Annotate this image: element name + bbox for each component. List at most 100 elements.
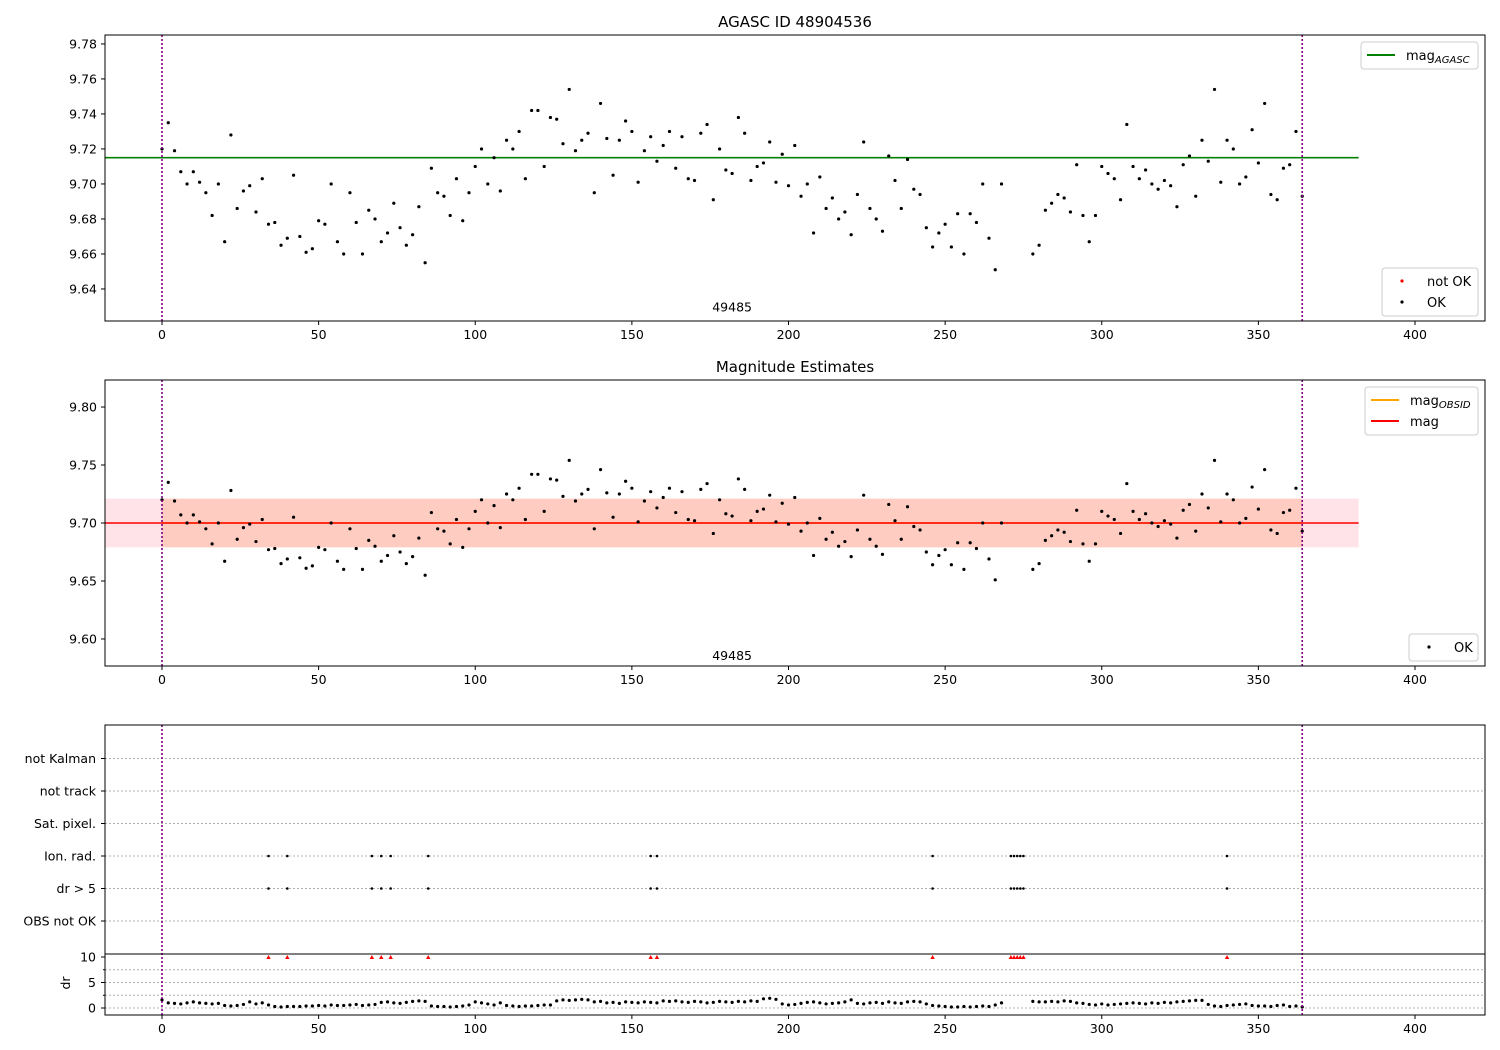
flag-category-label: Ion. rad. — [44, 849, 96, 864]
flag-point — [1019, 887, 1022, 890]
ok-data-point — [1037, 243, 1041, 247]
flag-category-label: not Kalman — [25, 751, 96, 766]
dr-data-point — [191, 1000, 195, 1004]
ok-data-point — [786, 184, 791, 188]
ok-data-point — [530, 108, 534, 113]
ok-data-point — [811, 231, 816, 235]
ok-data-point — [1175, 536, 1179, 540]
dr-data-point — [717, 999, 722, 1003]
ok-data-point — [166, 480, 170, 485]
dr-data-point — [573, 998, 578, 1002]
dr-data-point — [166, 1001, 170, 1005]
dr-data-point — [1275, 1003, 1279, 1008]
ok-data-point — [229, 133, 233, 137]
ok-data-point — [1269, 192, 1273, 197]
dr-clipped-marker — [369, 955, 375, 959]
ok-data-point — [987, 236, 991, 240]
ok-data-point — [824, 537, 828, 541]
dr-clipped-marker — [266, 955, 271, 959]
ok-data-point — [310, 564, 314, 568]
ok-data-point — [204, 191, 208, 195]
ok-data-point — [667, 486, 672, 490]
dr-data-point — [855, 1001, 860, 1006]
dr-clipped-marker — [1014, 955, 1020, 959]
ok-data-point — [705, 122, 709, 127]
ok-data-point — [379, 559, 383, 563]
ok-data-point — [730, 514, 734, 518]
ok-data-point — [573, 149, 578, 153]
ok-data-point — [254, 210, 258, 214]
x-tick-label: 350 — [1246, 327, 1270, 342]
dr-data-point — [893, 1001, 897, 1005]
ok-data-point — [1081, 213, 1085, 218]
ok-data-point — [993, 268, 997, 272]
ok-data-point — [548, 477, 553, 481]
ok-data-point — [248, 184, 252, 188]
ok-data-point — [830, 196, 834, 200]
dr-data-point — [874, 1000, 878, 1004]
ok-data-point — [229, 488, 233, 493]
dr-data-point — [849, 998, 853, 1002]
dr-data-point — [254, 1002, 258, 1006]
x-tick-label: 50 — [311, 1021, 327, 1036]
dr-data-point — [580, 997, 584, 1001]
ok-data-point — [1150, 182, 1154, 186]
ok-data-point — [260, 517, 264, 522]
ok-data-point — [373, 544, 377, 548]
dr-data-point — [411, 999, 415, 1003]
ok-data-point — [717, 147, 722, 151]
flag-point — [1225, 887, 1229, 890]
dr-data-point — [1231, 1003, 1235, 1007]
ok-data-point — [818, 516, 822, 520]
ok-data-point — [467, 527, 471, 531]
dr-data-point — [1212, 1004, 1217, 1008]
ok-data-point — [1118, 198, 1123, 202]
ok-data-point — [542, 509, 546, 514]
dr-data-point — [630, 1000, 634, 1004]
ok-data-point — [216, 182, 220, 186]
ok-data-point — [1118, 531, 1123, 536]
ok-data-point — [1181, 163, 1185, 167]
x-tick-label: 50 — [311, 327, 327, 342]
ok-data-point — [172, 499, 177, 503]
ok-data-point — [504, 492, 509, 496]
ok-data-point — [699, 131, 703, 135]
dr-data-point — [1244, 1002, 1248, 1006]
ok-data-point — [968, 212, 972, 216]
x-tick-label: 250 — [933, 1021, 957, 1036]
ok-data-point — [761, 161, 766, 165]
dr-data-point — [523, 1004, 527, 1008]
flag-point — [1009, 854, 1013, 858]
x-tick-label: 400 — [1403, 327, 1427, 342]
dr-data-point — [354, 1002, 358, 1007]
ok-data-point — [686, 517, 690, 522]
dr-data-point — [348, 1003, 352, 1007]
ok-data-point — [949, 563, 953, 567]
ok-data-point — [912, 524, 916, 529]
x-tick-label: 150 — [620, 672, 644, 687]
dr-data-point — [442, 1004, 446, 1009]
ok-data-point — [780, 501, 784, 505]
ok-data-point — [868, 537, 872, 541]
dr-data-point — [1150, 1001, 1154, 1005]
ok-data-point — [605, 136, 609, 141]
ok-data-point — [373, 217, 377, 221]
dr-clipped-marker — [654, 955, 660, 959]
flag-point — [1015, 854, 1019, 858]
ok-data-point — [392, 201, 396, 205]
ok-data-point — [273, 220, 277, 225]
flag-point — [1009, 887, 1013, 890]
ok-data-point — [624, 479, 628, 483]
ok-data-point — [411, 555, 415, 559]
ok-data-point — [605, 491, 609, 495]
ok-data-point — [1169, 522, 1173, 526]
panel-title: AGASC ID 48904536 — [718, 13, 872, 31]
ok-data-point — [699, 487, 703, 491]
ok-data-point — [567, 87, 571, 92]
ok-data-point — [586, 487, 590, 491]
dr-data-point — [1162, 1000, 1166, 1004]
ok-data-point — [561, 494, 565, 498]
ok-data-point — [780, 152, 784, 156]
x-tick-label: 50 — [311, 672, 327, 687]
dr-data-point — [473, 1000, 477, 1004]
